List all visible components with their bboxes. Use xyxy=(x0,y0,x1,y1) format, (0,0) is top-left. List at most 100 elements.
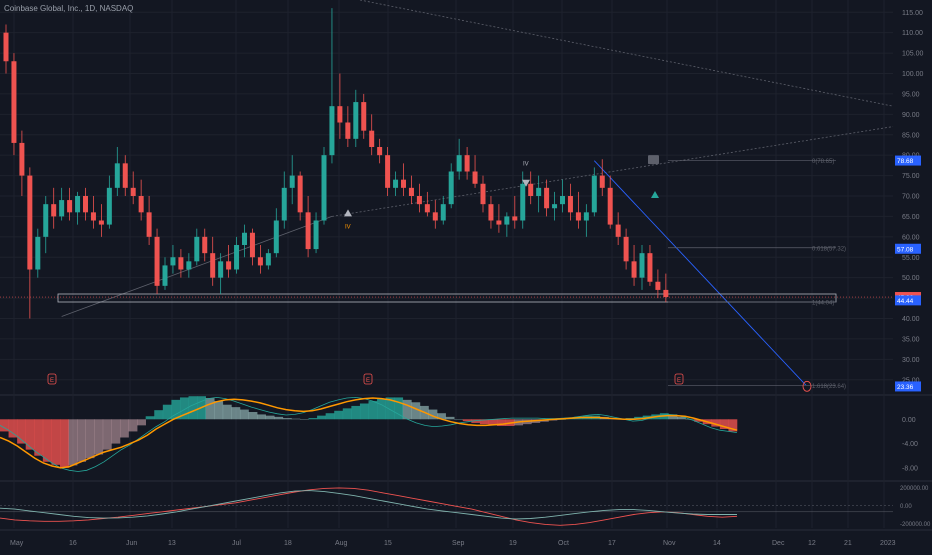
macd-histogram-bar xyxy=(291,418,301,420)
price-badge xyxy=(895,295,921,306)
candle-body xyxy=(353,102,359,139)
candle-body xyxy=(393,179,399,188)
candle-body xyxy=(114,163,120,188)
candle-body xyxy=(544,187,550,209)
macd-histogram-bar xyxy=(0,419,9,432)
macd-histogram-bar xyxy=(248,412,258,420)
candle-body xyxy=(106,187,112,225)
macd-histogram-bar xyxy=(411,402,421,420)
macd-histogram-bar xyxy=(377,398,386,420)
candle-body xyxy=(345,122,351,139)
macd-histogram-bar xyxy=(59,419,69,468)
wave-box-marker xyxy=(648,155,659,165)
candle-body xyxy=(424,204,430,213)
macd-histogram-bar xyxy=(334,410,344,420)
macd-histogram-bar xyxy=(479,419,489,425)
event-marker-label: E xyxy=(677,378,681,384)
y-tick-label: 85.00 xyxy=(902,132,920,139)
macd-histogram-bar xyxy=(728,419,738,432)
price-badge-label: 23.36 xyxy=(897,384,914,391)
x-tick-label: Sep xyxy=(452,540,465,547)
x-tick-label: 16 xyxy=(69,540,77,547)
macd-histogram-bar xyxy=(299,419,309,420)
x-tick-label: Jul xyxy=(232,540,241,547)
macd-histogram-bar xyxy=(711,419,721,427)
candle-body xyxy=(607,187,613,225)
candle-body xyxy=(663,289,669,298)
candle-body xyxy=(130,187,136,196)
candle-body xyxy=(337,106,343,123)
x-tick-label: 15 xyxy=(384,540,392,547)
y-tick-label: 75.00 xyxy=(902,173,920,180)
macd-histogram-bar xyxy=(668,414,678,420)
candle-body xyxy=(480,183,486,205)
candle-body xyxy=(448,171,454,205)
candle-body xyxy=(329,106,335,156)
macd-histogram-bar xyxy=(94,419,104,455)
y-tick-label: 110.00 xyxy=(902,30,923,37)
x-tick-label: 12 xyxy=(808,540,816,547)
trend-line xyxy=(331,126,894,217)
macd-y-tick-label: -8.00 xyxy=(902,465,918,472)
y-tick-label: 30.00 xyxy=(902,357,920,364)
macd-histogram-bar xyxy=(454,419,464,420)
projection-line xyxy=(593,160,807,386)
macd-histogram-bar xyxy=(17,419,27,444)
x-tick-label: Jun xyxy=(126,540,137,547)
event-marker xyxy=(363,373,373,385)
x-tick-label: 13 xyxy=(168,540,176,547)
candle-body xyxy=(472,171,478,184)
oscillator-line xyxy=(0,487,738,526)
candle-body xyxy=(75,196,81,213)
trend-line xyxy=(359,0,894,107)
candle-body xyxy=(591,175,597,213)
candle-body xyxy=(496,220,502,225)
candle-body xyxy=(536,187,542,196)
price-badge xyxy=(895,243,921,254)
macd-histogram-bar xyxy=(428,409,438,420)
candle-body xyxy=(289,175,295,188)
osc-y-tick-label: 0.00 xyxy=(900,504,912,510)
osc-y-tick-label: 200000.00 xyxy=(900,486,929,492)
macd-histogram-bar xyxy=(111,419,121,444)
candle-body xyxy=(599,175,605,188)
macd-histogram-bar xyxy=(368,401,378,420)
candle-body xyxy=(242,232,247,245)
macd-histogram-bar xyxy=(188,396,198,420)
candle-body xyxy=(98,220,104,225)
macd-histogram-bar xyxy=(34,419,44,456)
candle-body xyxy=(186,261,192,270)
y-tick-label: 70.00 xyxy=(902,194,920,201)
candle-body xyxy=(11,61,17,143)
macd-histogram-bar xyxy=(462,419,472,422)
macd-histogram-bar xyxy=(471,419,481,423)
candle-body xyxy=(27,175,33,270)
macd-histogram-bar xyxy=(719,419,729,429)
macd-histogram-bar xyxy=(179,397,189,420)
macd-histogram-bar xyxy=(102,419,112,450)
macd-histogram-bar xyxy=(282,418,292,420)
x-tick-label: Nov xyxy=(663,540,676,547)
macd-histogram-bar xyxy=(171,399,181,420)
macd-histogram-bar xyxy=(137,419,146,426)
candle-body xyxy=(305,212,311,250)
candle-body xyxy=(234,245,240,270)
candle-body xyxy=(512,216,518,221)
macd-histogram-bar xyxy=(205,398,215,420)
macd-histogram-bar xyxy=(222,404,232,420)
candle-body xyxy=(552,204,558,209)
wave-down-marker xyxy=(522,179,530,187)
candle-body xyxy=(488,204,494,221)
macd-histogram-bar xyxy=(42,419,52,462)
candle-body xyxy=(194,236,200,262)
candle-body xyxy=(647,253,653,282)
x-tick-label: 14 xyxy=(713,540,721,547)
candle-body xyxy=(361,102,367,131)
x-tick-label: May xyxy=(10,540,24,547)
macd-y-tick-label: 0.00 xyxy=(902,417,916,424)
candle-body xyxy=(575,212,581,221)
macd-histogram-bar xyxy=(265,415,275,420)
y-tick-label: 90.00 xyxy=(902,112,920,119)
